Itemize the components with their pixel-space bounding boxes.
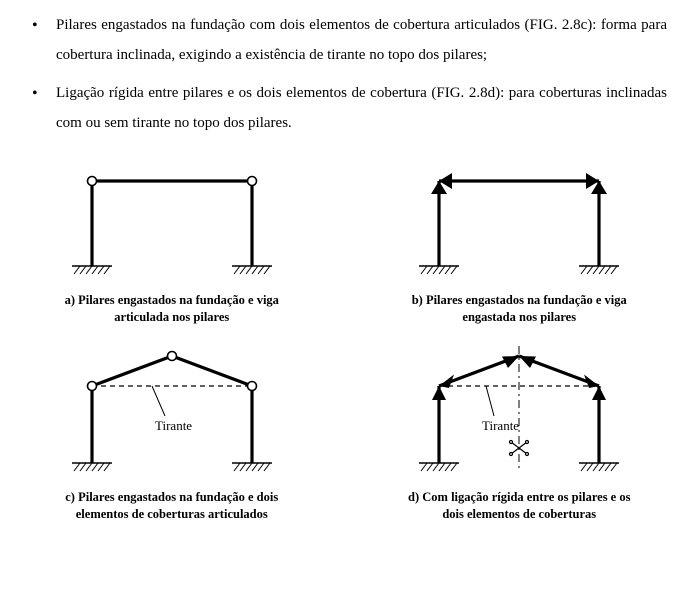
caption: d) Com ligação rígida entre os pilares e…: [376, 489, 664, 523]
figure-b: b) Pilares engastados na fundação e viga…: [376, 156, 664, 326]
caption: c) Pilares engastados na fundação e dois…: [28, 489, 316, 523]
figure-a: a) Pilares engastados na fundação e viga…: [28, 156, 316, 326]
bullet-list: Pilares engastados na fundação com dois …: [24, 10, 667, 138]
diagram-portal-flat-pinned: [47, 156, 297, 286]
diagram-portal-gable-pinned: Tirante: [47, 338, 297, 483]
tie-label: Tirante: [155, 418, 192, 433]
bullet-item: Pilares engastados na fundação com dois …: [24, 10, 667, 70]
caption: a) Pilares engastados na fundação e viga…: [28, 292, 316, 326]
figure-c: Tirante: [28, 338, 316, 523]
diagram-portal-flat-rigid: [394, 156, 644, 286]
page: Pilares engastados na fundação com dois …: [0, 0, 691, 539]
tie-label: Tirante: [482, 418, 519, 433]
figure-grid: a) Pilares engastados na fundação e viga…: [24, 156, 667, 523]
bullet-item: Ligação rígida entre pilares e os dois e…: [24, 78, 667, 138]
diagram-portal-gable-rigid: Tirante: [394, 338, 644, 483]
caption: b) Pilares engastados na fundação e viga…: [376, 292, 664, 326]
figure-d: Tirante: [376, 338, 664, 523]
